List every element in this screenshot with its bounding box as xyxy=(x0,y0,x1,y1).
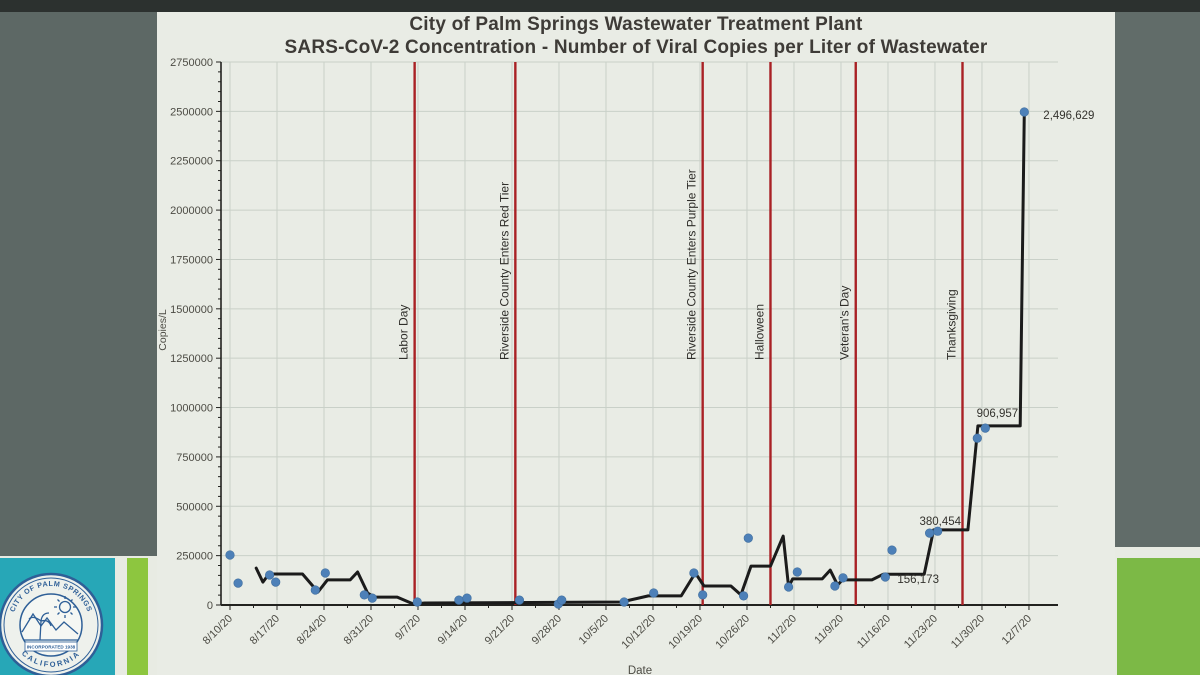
sample-point xyxy=(310,585,320,595)
axis-titles: Copies/L Date xyxy=(157,309,652,675)
event-label: Labor Day xyxy=(397,305,411,360)
x-tick-label: 9/28/20 xyxy=(530,613,564,647)
data-label: 380,454 xyxy=(920,516,962,528)
y-axis-title: Copies/L xyxy=(157,309,169,351)
event-label: Riverside County Enters Red Tier xyxy=(497,182,511,360)
x-tick-label: 8/10/20 xyxy=(201,613,235,647)
event-label: Thanksgiving xyxy=(944,289,958,360)
left-background-column xyxy=(0,12,157,556)
x-tick-label: 10/5/20 xyxy=(577,613,611,647)
data-label: 906,957 xyxy=(977,408,1019,420)
sample-point xyxy=(738,591,749,601)
sample-point xyxy=(359,590,369,600)
event-label: Halloween xyxy=(752,304,766,360)
x-axis: 8/10/20 8/17/20 8/24/20 8/31/20 9/7/20 9/14/2… xyxy=(201,605,1034,651)
y-tick-label: 2500000 xyxy=(170,106,213,118)
x-gridlines xyxy=(229,62,1030,605)
palm-springs-seal: INCORPORATED 1938 CITY OF PALM SPRINGS C… xyxy=(0,572,104,675)
event-label: Riverside County Enters Purple Tier xyxy=(685,169,699,360)
seal-banner xyxy=(24,641,78,652)
top-dark-bar xyxy=(0,0,1200,12)
y-tick-label: 1250000 xyxy=(170,353,213,365)
sample-point xyxy=(454,595,464,605)
data-label: 156,173 xyxy=(897,574,939,586)
y-tick-label: 250000 xyxy=(176,551,213,563)
y-axis: 0 250000 500000 750000 1000000 1250000 1500000… xyxy=(170,57,221,612)
event-markers: Labor Day Riverside County Enters Red Tie… xyxy=(397,62,964,605)
x-tick-label: 12/7/20 xyxy=(1000,613,1034,647)
right-background-column xyxy=(1115,12,1200,547)
sample-point xyxy=(792,567,802,577)
sample-point xyxy=(924,528,935,538)
y-tick-label: 1500000 xyxy=(170,304,213,316)
x-tick-label: 8/24/20 xyxy=(295,613,329,647)
sample-point xyxy=(830,581,840,591)
x-tick-label: 8/31/20 xyxy=(342,613,376,647)
sample-point xyxy=(689,568,699,578)
wastewater-chart: 0 250000 500000 750000 1000000 1250000 1500000… xyxy=(157,57,1094,675)
x-axis-title: Date xyxy=(628,665,652,675)
chart-panel: City of Palm Springs Wastewater Treatmen… xyxy=(157,12,1115,675)
sample-point xyxy=(367,593,377,603)
x-tick-label: 11/16/20 xyxy=(855,613,893,651)
sample-point xyxy=(320,568,330,578)
y-tick-label: 0 xyxy=(207,600,213,612)
y-tick-label: 500000 xyxy=(176,501,213,513)
event-label: Veteran's Day xyxy=(838,286,852,360)
seal-banner-text: INCORPORATED 1938 xyxy=(27,645,76,650)
sample-point xyxy=(783,582,794,592)
x-tick-label: 10/12/20 xyxy=(619,613,658,652)
sample-point xyxy=(557,595,567,605)
seal-inner-ring-line xyxy=(3,577,99,673)
sample-point xyxy=(225,550,235,560)
green-accent-block-right xyxy=(1117,558,1200,675)
y-gridlines xyxy=(221,61,1058,557)
x-tick-label: 9/7/20 xyxy=(393,613,423,643)
sample-point xyxy=(698,590,708,600)
sample-point xyxy=(743,533,753,543)
sample-point xyxy=(880,572,890,582)
sample-point xyxy=(412,597,422,607)
sample-point xyxy=(838,573,848,583)
sample-point xyxy=(649,588,659,598)
sample-point xyxy=(887,545,897,555)
y-tick-label: 2000000 xyxy=(170,205,213,217)
y-tick-label: 2750000 xyxy=(170,57,213,69)
x-tick-label: 10/19/20 xyxy=(666,613,705,652)
sample-point xyxy=(514,595,525,605)
sample-point xyxy=(980,423,990,433)
data-labels: 2,496,629 906,957 380,454 156,173 xyxy=(897,110,1094,586)
x-tick-label: 11/30/20 xyxy=(949,613,987,651)
x-tick-label: 9/21/20 xyxy=(483,613,517,647)
data-label: 2,496,629 xyxy=(1043,110,1094,122)
x-tick-label: 8/17/20 xyxy=(248,613,282,647)
chart-title-line2: SARS-CoV-2 Concentration - Number of Vir… xyxy=(284,37,988,58)
sample-point xyxy=(1019,107,1029,117)
seal-landscape-art xyxy=(21,596,79,641)
sample-points xyxy=(225,107,1029,609)
x-tick-label: 10/26/20 xyxy=(713,613,752,652)
logo-block: INCORPORATED 1938 CITY OF PALM SPRINGS C… xyxy=(0,558,115,675)
y-tick-label: 1000000 xyxy=(170,403,213,415)
x-tick-label: 11/9/20 xyxy=(812,613,846,647)
sample-point xyxy=(233,578,243,588)
sample-point xyxy=(462,593,472,603)
sample-point xyxy=(271,577,281,587)
x-tick-label: 11/2/20 xyxy=(765,613,799,647)
y-tick-label: 750000 xyxy=(176,452,213,464)
y-tick-label: 2250000 xyxy=(170,156,213,168)
sample-point xyxy=(972,433,982,443)
x-tick-label: 9/14/20 xyxy=(436,613,470,647)
sample-point xyxy=(264,570,275,580)
y-tick-label: 1750000 xyxy=(170,254,213,266)
green-accent-strip-left xyxy=(127,558,148,675)
x-tick-label: 11/23/20 xyxy=(902,613,940,651)
chart-title-line1: City of Palm Springs Wastewater Treatmen… xyxy=(409,14,863,35)
sample-point xyxy=(933,526,943,536)
sample-point xyxy=(619,597,629,607)
axes xyxy=(220,62,1058,606)
